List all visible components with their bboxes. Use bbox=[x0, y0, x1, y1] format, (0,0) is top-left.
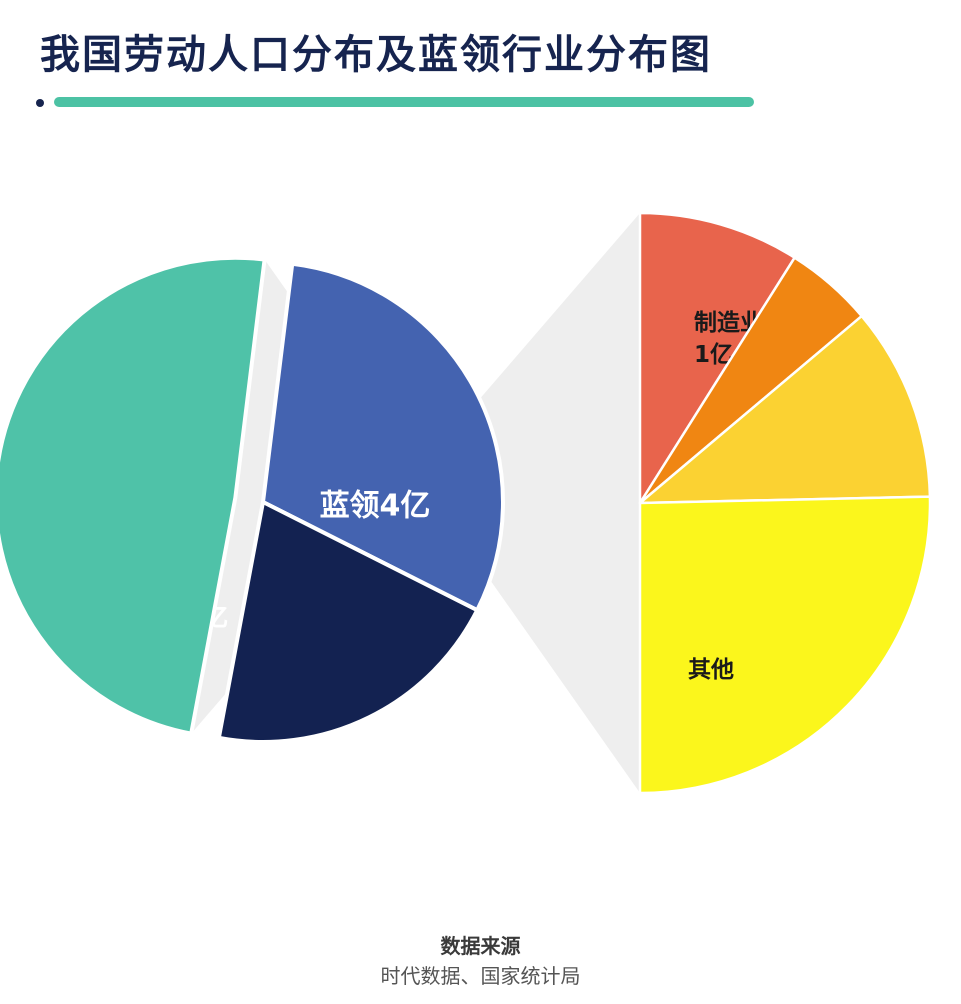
source-title: 数据来源 bbox=[440, 934, 521, 958]
industry-pie-slice bbox=[638, 495, 932, 795]
labor-pie: 其他白领2亿蓝领4亿 bbox=[0, 255, 505, 744]
title-underline-dot bbox=[36, 99, 44, 107]
labor-pie-label: 蓝领4亿 bbox=[320, 489, 431, 524]
title-underline-bar bbox=[54, 97, 754, 107]
industry-pie-slice bbox=[638, 211, 796, 505]
industry-pie-label: 其他 bbox=[688, 657, 734, 683]
labor-pie-slice bbox=[216, 500, 480, 744]
industry-pie-slice bbox=[638, 314, 932, 505]
blue-collar-industry-pie: 制造业1亿建筑业5-8千万服务业1.2亿其他 bbox=[638, 211, 932, 795]
labor-pie-slice bbox=[261, 261, 505, 613]
labor-pie-slice bbox=[0, 255, 267, 736]
source-text: 时代数据、国家统计局 bbox=[380, 964, 581, 988]
title-underline bbox=[36, 96, 756, 108]
page-title: 我国劳动人口分布及蓝领行业分布图 bbox=[40, 32, 712, 78]
